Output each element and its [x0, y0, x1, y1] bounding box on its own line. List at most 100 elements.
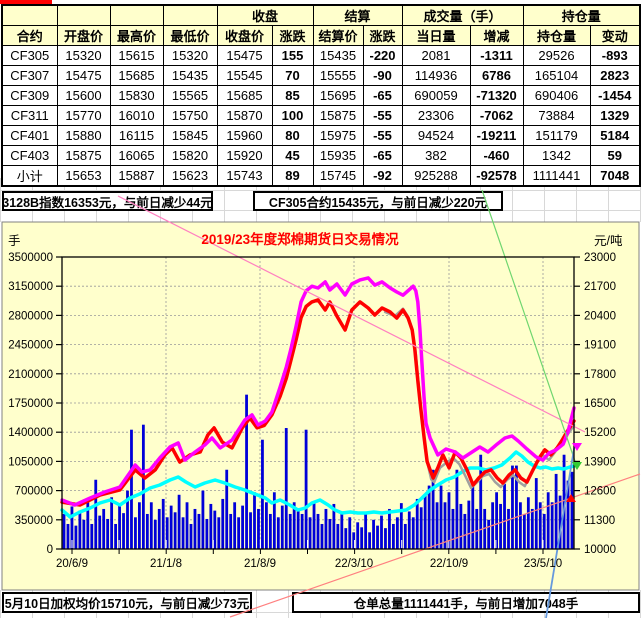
x-axis-tick-label: 21/1/8 — [150, 558, 182, 570]
value-cell: 16010 — [109, 105, 164, 126]
value-cell: 15875 — [312, 105, 364, 126]
value-cell: 1111441 — [522, 165, 591, 187]
value-cell: 151179 — [522, 125, 591, 146]
red-accent-bar — [0, 0, 52, 4]
value-cell: 1342 — [522, 145, 591, 166]
value-cell: 15887 — [109, 165, 164, 187]
cf305-info-box: CF305合约15435元，与前日减少220元 — [253, 191, 503, 211]
group-header-row: 收盘 结算 成交量（手） 持仓量 — [1, 4, 641, 26]
contract-cell: 小计 — [1, 165, 58, 187]
right-axis-tick-label: 17800 — [584, 369, 616, 381]
contract-cell: CF305 — [1, 45, 58, 66]
chart-title: 2019/23年度郑棉期货日交易情况 — [201, 232, 399, 247]
value-cell: -92578 — [469, 165, 524, 187]
value-cell: 5184 — [589, 125, 641, 146]
x-axis-tick-label: 21/8/9 — [244, 558, 276, 570]
value-cell: 15845 — [162, 125, 218, 146]
column-header: 涨跌 — [362, 25, 403, 46]
value-cell: 114936 — [401, 65, 471, 86]
contract-cell: CF309 — [1, 85, 58, 106]
value-cell: 73884 — [522, 105, 591, 126]
value-cell: 15875 — [56, 145, 111, 166]
value-cell: 15830 — [109, 85, 164, 106]
right-axis-tick-label: 20400 — [584, 310, 616, 322]
value-cell: 925288 — [401, 165, 471, 187]
value-cell: 15880 — [56, 125, 111, 146]
value-cell: 94524 — [401, 125, 471, 146]
value-cell: 16115 — [109, 125, 164, 146]
value-cell: 15475 — [216, 45, 273, 66]
table-row: CF403 15875 16065 15820 15920 45 15935 -65 382 -4… — [1, 145, 641, 166]
group-header-cell: 持仓量 — [522, 4, 641, 26]
value-cell: 15975 — [312, 125, 364, 146]
value-cell: 15685 — [109, 65, 164, 86]
right-axis-tick-label: 23000 — [584, 252, 616, 264]
value-cell: 15653 — [56, 165, 111, 187]
left-axis-tick-label: 700000 — [15, 486, 53, 498]
volume-bars — [62, 394, 574, 549]
value-cell: -1311 — [469, 45, 524, 66]
value-cell: 155 — [271, 45, 314, 66]
value-cell: 15743 — [216, 165, 273, 187]
value-cell: -71320 — [469, 85, 524, 106]
value-cell: 15555 — [312, 65, 364, 86]
value-cell: 382 — [401, 145, 471, 166]
group-header-cell: 结算 — [312, 4, 403, 26]
left-axis-tick-label: 2800000 — [8, 310, 53, 322]
value-cell: 15435 — [162, 65, 218, 86]
value-cell: 15935 — [312, 145, 364, 166]
value-cell: -893 — [589, 45, 641, 66]
right-axis-unit-label: 元/吨 — [594, 234, 623, 248]
column-header: 变动 — [589, 25, 641, 46]
futures-table: 收盘 结算 成交量（手） 持仓量 合约 开盘价 最高价 最低价 收盘价 涨跌 结算价 涨跌 当日量 增减持… — [1, 4, 641, 187]
value-cell: 89 — [271, 165, 314, 187]
empty-header-cell — [1, 4, 58, 26]
value-cell: 2823 — [589, 65, 641, 86]
value-cell: -1454 — [589, 85, 641, 106]
value-cell: -55 — [362, 125, 403, 146]
value-cell: -92 — [362, 165, 403, 187]
index-info-box: 3128B指数16353元，与前日减少44元 — [2, 191, 213, 211]
left-axis-tick-label: 350000 — [15, 515, 53, 527]
left-axis-tick-label: 3500000 — [8, 252, 53, 264]
value-cell: 15920 — [216, 145, 273, 166]
left-axis-unit-label: 手 — [8, 234, 21, 248]
value-cell: 15820 — [162, 145, 218, 166]
table-row: CF305 15320 15615 15320 15475 155 15435 -220 208… — [1, 45, 641, 66]
trend-marker — [572, 443, 582, 451]
value-cell: 100 — [271, 105, 314, 126]
value-cell: 1329 — [589, 105, 641, 126]
table-row: CF307 15475 15685 15435 15545 70 15555 -90 11493… — [1, 65, 641, 86]
right-axis-tick-label: 11300 — [584, 515, 615, 527]
value-cell: 15600 — [56, 85, 111, 106]
value-cell: 15623 — [162, 165, 218, 187]
column-header: 开盘价 — [56, 25, 111, 46]
column-header: 增减 — [469, 25, 524, 46]
value-cell: 15770 — [56, 105, 111, 126]
column-header-row: 合约 开盘价 最高价 最低价 收盘价 涨跌 结算价 涨跌 当日量 增减 持仓量 变动 — [1, 25, 641, 46]
left-axis-tick-label: 1050000 — [8, 456, 53, 468]
x-axis-tick-label: 22/10/9 — [430, 558, 468, 570]
column-header: 涨跌 — [271, 25, 314, 46]
table-row: CF311 15770 16010 15750 15870 100 15875 -55 2330… — [1, 105, 641, 126]
value-cell: 15685 — [216, 85, 273, 106]
trend-marker — [572, 462, 582, 470]
group-header-cell: 收盘 — [216, 4, 314, 26]
plot-frame — [61, 256, 575, 550]
red-line — [60, 298, 576, 507]
right-axis-tick-label: 15200 — [584, 427, 616, 439]
chart-area-background — [1, 221, 640, 591]
value-cell: 15615 — [109, 45, 164, 66]
value-cell: -55 — [362, 105, 403, 126]
value-cell: 690406 — [522, 85, 591, 106]
left-axis-tick-label: 1750000 — [8, 398, 53, 410]
value-cell: -7062 — [469, 105, 524, 126]
right-axis-tick-label: 19100 — [584, 340, 616, 352]
empty-header-cell — [56, 4, 111, 26]
warehouse-receipt-info-box: 仓单总量1111441手，与前日增加7048手 — [292, 592, 640, 613]
right-axis-tick-label: 21700 — [584, 281, 616, 293]
value-cell: 23306 — [401, 105, 471, 126]
column-header: 最低价 — [162, 25, 218, 46]
empty-header-cell — [109, 4, 164, 26]
